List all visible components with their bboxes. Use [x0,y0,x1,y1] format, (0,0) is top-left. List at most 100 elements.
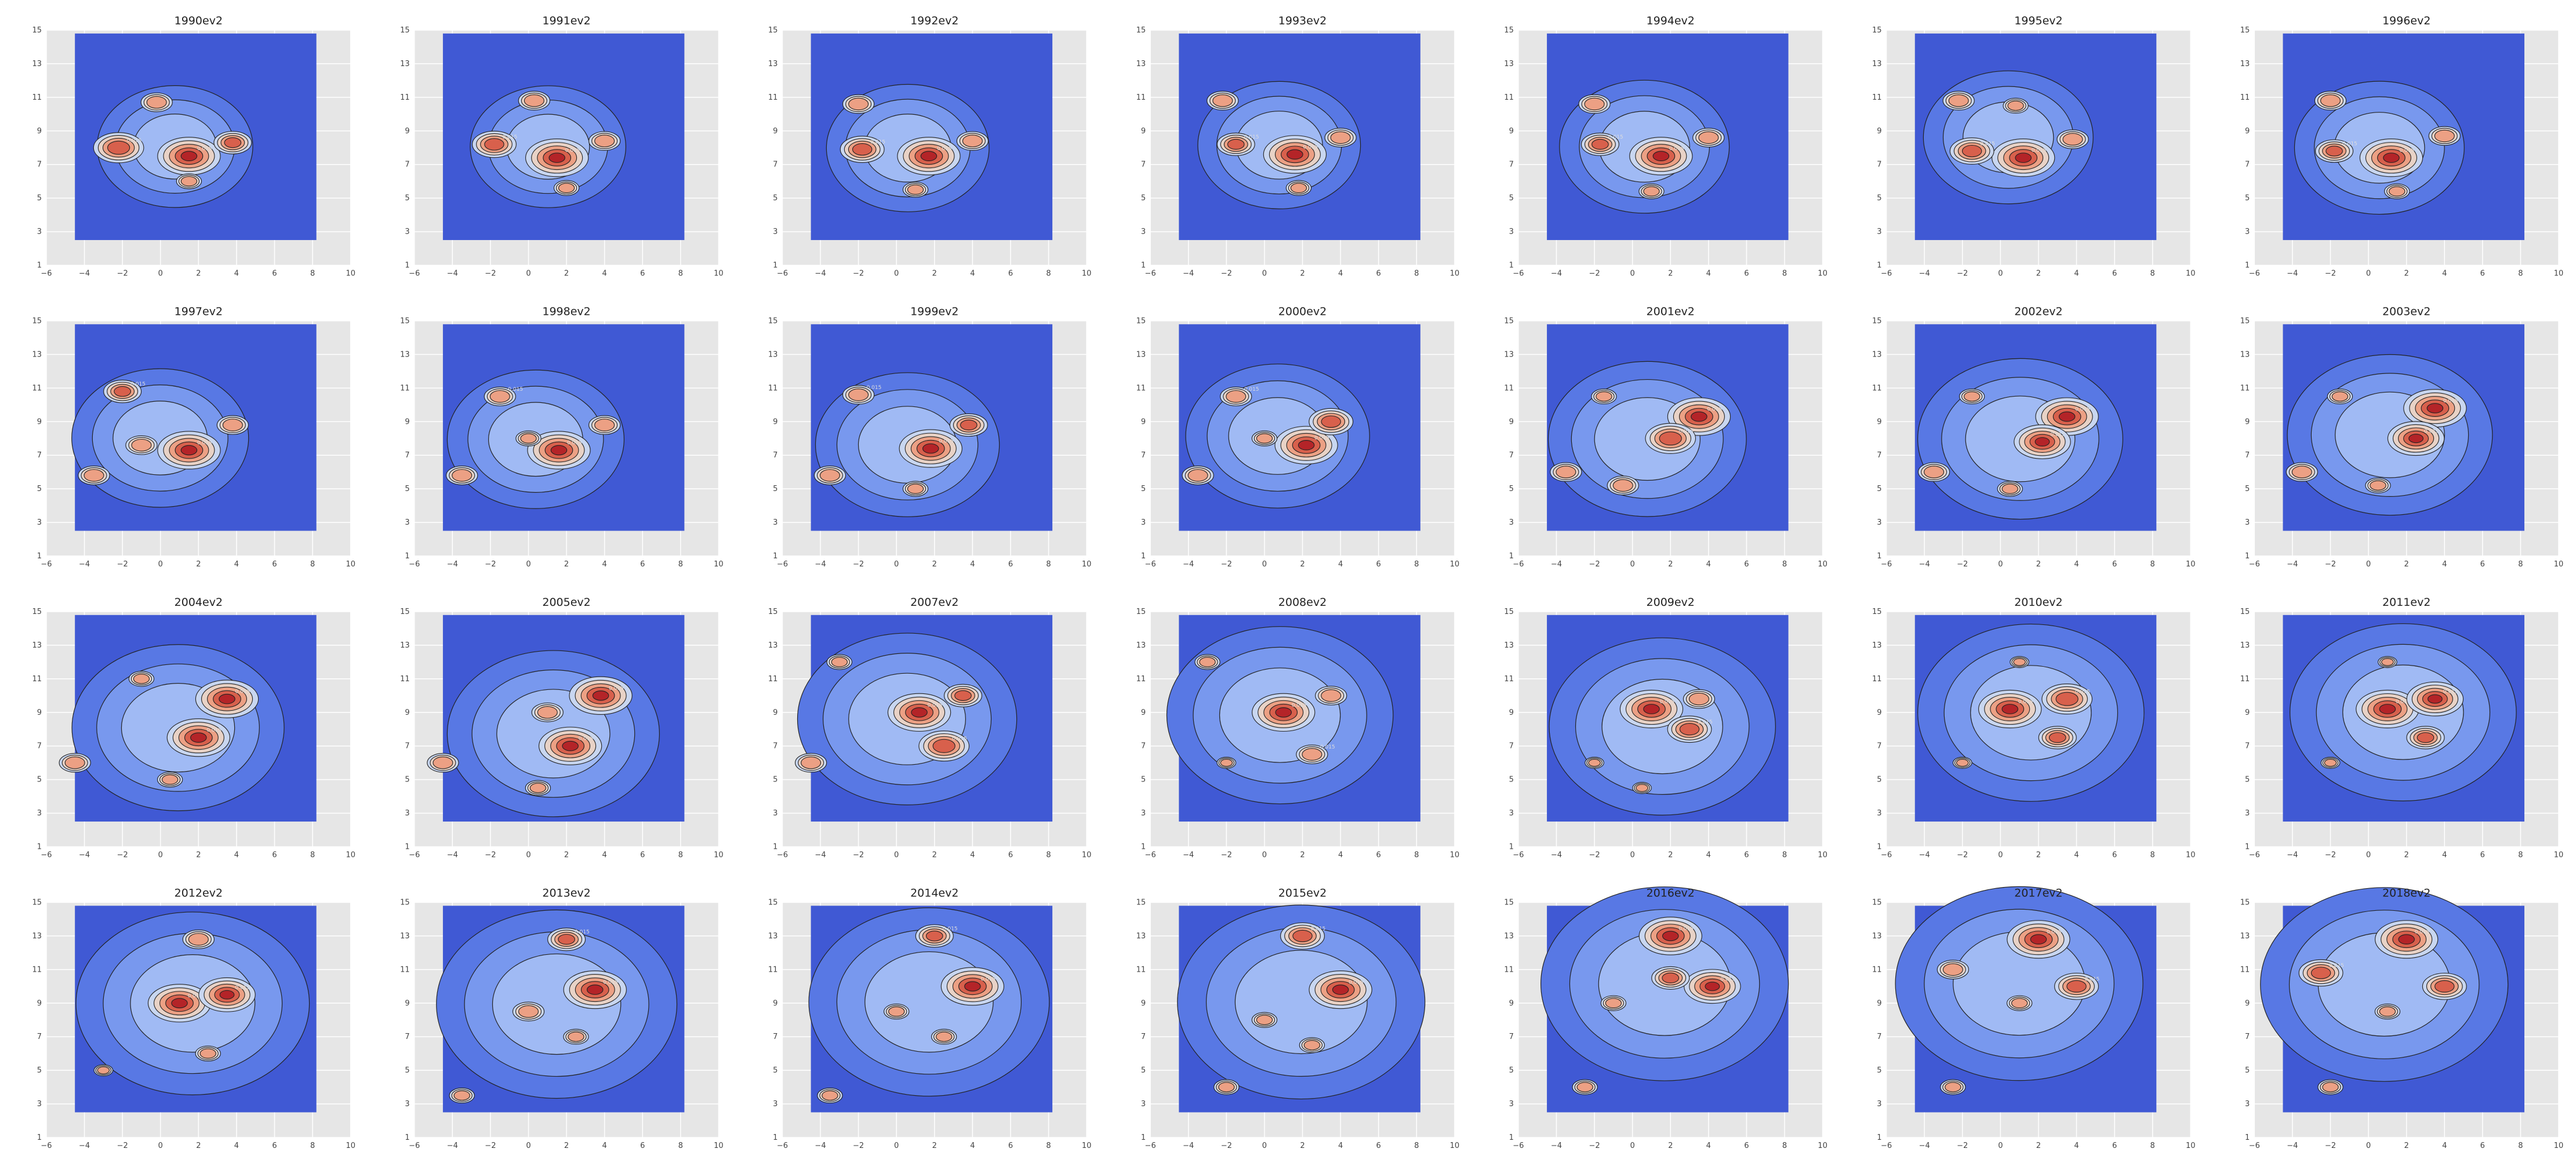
y-tick-label: 13 [2240,60,2250,68]
contour-peak [1956,759,1969,767]
x-tick-label: 8 [678,1142,683,1150]
y-tick-label: 13 [1136,641,1146,650]
contour-peak [180,176,198,187]
y-tick-label: 1 [773,552,777,561]
x-tick-label: 8 [310,560,315,569]
y-tick-label: 7 [773,1033,777,1041]
x-tick-label: 10 [714,1142,724,1150]
y-tick-label: 5 [773,194,777,203]
x-tick-label: 2 [196,560,201,569]
x-tick-label: −6 [1145,851,1156,860]
x-tick-label: −6 [2249,560,2260,569]
plot-title: 1993ev2 [1278,14,1327,27]
x-tick-label: −4 [2287,851,2298,860]
y-tick-label: 7 [405,161,409,169]
contour-peak [1588,759,1601,767]
contour-peak [1302,748,1322,761]
contour-peak [171,998,188,1009]
x-tick-label: −2 [485,270,496,278]
x-tick-label: −4 [1551,1142,1562,1150]
contour-peak [190,732,207,743]
y-tick-label: 9 [405,708,409,717]
contour-peak [1964,391,1981,402]
contour-level-label: 0.015 [1678,926,1694,932]
x-tick-label: 0 [158,270,163,278]
x-tick-label: 8 [678,270,683,278]
x-tick-label: 4 [234,270,239,278]
x-tick-label: −2 [853,560,864,569]
x-tick-label: 0 [526,270,531,278]
x-tick-label: −6 [1513,560,1524,569]
x-tick-label: 6 [2480,560,2485,569]
x-tick-label: −6 [409,1142,420,1150]
x-tick-label: −6 [777,560,788,569]
x-tick-label: 6 [1376,1142,1381,1150]
contour-peak [932,739,955,753]
x-tick-label: 10 [714,270,724,278]
contour-level-label: 0.015 [2443,689,2458,695]
contour-peak [960,419,978,431]
y-tick-label: 9 [773,417,777,426]
x-tick-label: 4 [970,270,975,278]
y-tick-label: 9 [1141,708,1146,717]
contour-peak [133,674,150,684]
contour-peak [2062,133,2083,146]
contour-peak [1218,1082,1235,1092]
y-tick-label: 1 [1141,261,1146,270]
x-tick-label: 10 [1818,560,1827,569]
x-tick-label: 10 [2554,560,2564,569]
contour-peak [433,756,453,769]
y-tick-label: 15 [1872,317,1882,326]
y-tick-label: 15 [1136,317,1146,326]
y-tick-label: 5 [1509,1066,1514,1075]
x-tick-label: −2 [1957,270,1968,278]
contour-level-label: 0.015 [1244,387,1259,392]
x-tick-label: 8 [310,851,315,860]
contour-peak [1290,183,1307,193]
x-tick-label: 0 [158,560,163,569]
contour-peak [2379,1006,2396,1017]
contour-level-label: 0.015 [1678,428,1694,434]
y-tick-label: 13 [768,350,778,359]
x-tick-label: 2 [564,560,569,569]
contour-peak [2055,692,2079,706]
contour-level-label: 0.015 [1707,407,1722,413]
contour-level-label: 0.015 [2399,148,2414,154]
x-tick-label: −6 [1145,270,1156,278]
contour-peak [1199,657,1216,667]
y-tick-label: 5 [1141,485,1146,493]
y-tick-label: 1 [37,261,42,270]
x-tick-label: 8 [1782,1142,1787,1150]
contour-peak [83,469,104,482]
x-tick-label: −4 [2287,560,2298,569]
x-tick-label: 2 [1668,851,1673,860]
contour-level-label: 0.015 [2075,689,2090,695]
contour-level-label: 0.015 [1349,980,1364,986]
x-tick-label: 2 [932,1142,937,1150]
y-tick-label: 11 [1504,93,1514,102]
plot-title: 2001ev2 [1647,306,1695,318]
x-tick-label: 8 [1414,851,1419,860]
x-tick-label: −2 [1589,1142,1600,1150]
x-tick-label: −4 [815,1142,826,1150]
y-tick-label: 13 [2240,932,2250,940]
y-tick-label: 11 [32,384,42,392]
x-tick-label: −2 [1957,1142,1968,1150]
y-tick-label: 13 [1504,641,1514,650]
x-tick-label: 2 [2036,851,2041,860]
y-tick-label: 11 [400,93,410,102]
y-tick-label: 1 [405,1133,409,1142]
x-tick-label: 2 [932,270,937,278]
x-tick-label: −2 [485,851,496,860]
y-tick-label: 15 [32,899,42,907]
x-tick-label: 10 [714,560,724,569]
y-tick-label: 13 [400,60,410,68]
x-tick-label: 2 [932,851,937,860]
plot-title: 2004ev2 [175,596,223,609]
y-tick-label: 7 [405,1033,409,1041]
y-tick-label: 11 [1504,965,1514,974]
